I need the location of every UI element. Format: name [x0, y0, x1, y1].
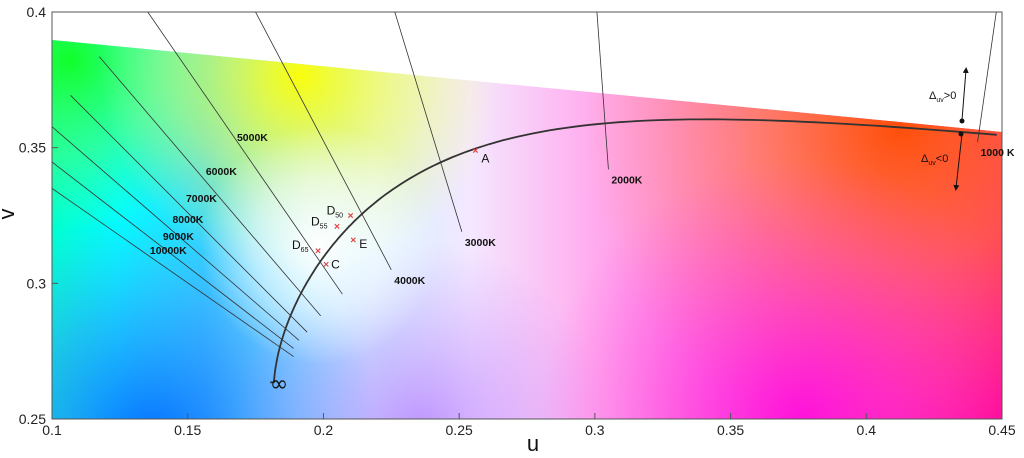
- isotherm-label: 5000K: [237, 132, 268, 144]
- y-axis-ticks: 0.25 0.3 0.35 0.4: [19, 4, 58, 427]
- isotherm-label: 2000K: [611, 174, 642, 186]
- isotherm-label: 3000K: [465, 237, 496, 249]
- isotherm-line: [52, 126, 300, 341]
- isotherm-line: [147, 12, 343, 295]
- y-tick-label: 0.3: [27, 275, 47, 291]
- y-tick-label: 0.25: [19, 411, 46, 427]
- reference-point-marker: [315, 248, 321, 254]
- duv-above-arrow: [961, 67, 969, 121]
- reference-point-marker: [350, 237, 356, 243]
- reference-point-label: A: [481, 151, 489, 165]
- isotherm-line: [255, 12, 392, 270]
- plot-frame: [51, 11, 1003, 420]
- y-tick-label: 0.4: [27, 4, 47, 20]
- isotherm-label: 7000K: [186, 193, 217, 205]
- reference-point-label: D55: [311, 214, 328, 230]
- x-tick-label: 0.2: [314, 422, 334, 438]
- reference-point-label: C: [331, 257, 340, 271]
- isotherm-line: [394, 12, 463, 232]
- duv-above-label: Δuv>0: [929, 90, 956, 104]
- reference-point-markers: [315, 147, 479, 267]
- isotherm-label: 10000K: [150, 245, 187, 257]
- isotherm-line: [977, 12, 997, 143]
- isotherm-line: [596, 12, 609, 170]
- reference-point-label: D50: [327, 204, 344, 220]
- x-axis-ticks: 0.1 0.15 0.2 0.25 0.3 0.35 0.4 0.45: [42, 413, 1016, 438]
- isotherm-label: 1000 K: [981, 147, 1015, 159]
- duv-anchor-dot: [958, 131, 964, 137]
- isotherm-label: 8000K: [172, 214, 203, 226]
- reference-point-label: E: [359, 237, 367, 251]
- isotherm-label: 4000K: [394, 275, 425, 287]
- isotherm-lines: [52, 12, 997, 357]
- reference-point-marker: [347, 212, 354, 219]
- isotherm-line: [52, 161, 294, 349]
- x-tick-label: 0.25: [446, 422, 473, 438]
- x-tick-label: 0.3: [585, 422, 605, 438]
- infinity-label: ∞: [270, 372, 288, 397]
- isotherm-line: [52, 187, 294, 357]
- x-axis-label: u: [527, 431, 539, 456]
- x-tick-label: 0.15: [174, 422, 201, 438]
- planckian-locus-curve: [270, 118, 997, 384]
- duv-anchor-dot: [959, 118, 965, 124]
- isotherm-line: [70, 95, 308, 333]
- y-tick-label: 0.35: [19, 140, 46, 156]
- x-tick-label: 0.45: [988, 422, 1015, 438]
- reference-point-marker: [334, 223, 340, 229]
- isotherm-labels: 10000K 9000K 8000K 7000K 6000K 5000K 4000K 3000…: [150, 132, 1015, 287]
- x-tick-label: 0.35: [717, 422, 744, 438]
- x-tick-label: 0.4: [857, 422, 877, 438]
- duv-below-arrow: [953, 133, 963, 191]
- reference-point-marker: [472, 147, 479, 153]
- duv-indicator: Δuv>0 Δuv<0: [921, 67, 969, 191]
- gamut-color-region: [52, 40, 1002, 419]
- isotherm-label: 6000K: [206, 166, 237, 178]
- isotherm-line: [98, 56, 322, 317]
- reference-point-label: D65: [292, 238, 309, 254]
- x-tick-label: 0.1: [42, 422, 62, 438]
- y-axis-label: v: [0, 209, 19, 220]
- reference-point-marker: [323, 261, 329, 267]
- duv-below-label: Δuv<0: [921, 153, 948, 167]
- isotherm-label: 9000K: [163, 231, 194, 243]
